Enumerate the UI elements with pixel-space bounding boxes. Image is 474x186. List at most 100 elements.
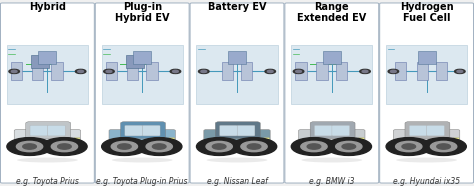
FancyBboxPatch shape — [125, 125, 143, 136]
FancyBboxPatch shape — [169, 138, 175, 143]
FancyBboxPatch shape — [215, 122, 260, 138]
Circle shape — [111, 141, 137, 152]
Bar — [133, 51, 151, 64]
FancyBboxPatch shape — [310, 122, 355, 138]
Text: Hydrogen
Fuel Cell: Hydrogen Fuel Cell — [400, 2, 454, 23]
Circle shape — [326, 138, 372, 155]
Bar — [336, 62, 347, 80]
FancyBboxPatch shape — [299, 130, 365, 150]
Circle shape — [75, 69, 86, 73]
FancyBboxPatch shape — [358, 138, 365, 143]
Circle shape — [455, 69, 465, 73]
Circle shape — [199, 69, 209, 73]
Circle shape — [391, 70, 396, 73]
Circle shape — [11, 70, 17, 73]
Circle shape — [241, 141, 267, 152]
Circle shape — [58, 144, 71, 149]
Circle shape — [23, 144, 36, 149]
Bar — [32, 62, 43, 80]
Bar — [295, 62, 307, 80]
Ellipse shape — [301, 158, 362, 163]
Text: Plug-in
Hybrid EV: Plug-in Hybrid EV — [115, 2, 169, 23]
Circle shape — [106, 70, 112, 73]
Circle shape — [421, 138, 466, 155]
FancyBboxPatch shape — [219, 125, 237, 136]
Text: e.g. Nissan Leaf: e.g. Nissan Leaf — [207, 177, 267, 186]
Circle shape — [360, 69, 370, 73]
Circle shape — [342, 144, 356, 149]
Circle shape — [9, 69, 19, 73]
FancyBboxPatch shape — [427, 125, 445, 136]
Circle shape — [173, 70, 178, 73]
FancyBboxPatch shape — [0, 3, 94, 183]
FancyBboxPatch shape — [405, 122, 450, 138]
FancyBboxPatch shape — [14, 130, 81, 150]
FancyBboxPatch shape — [380, 3, 474, 183]
Bar — [395, 62, 406, 80]
Bar — [126, 55, 144, 68]
Bar — [228, 51, 246, 64]
Circle shape — [386, 138, 431, 155]
Bar — [436, 62, 447, 80]
FancyBboxPatch shape — [142, 125, 160, 136]
FancyBboxPatch shape — [109, 130, 175, 150]
Circle shape — [104, 69, 114, 73]
FancyBboxPatch shape — [190, 3, 284, 183]
Circle shape — [137, 138, 182, 155]
Circle shape — [402, 144, 416, 149]
Circle shape — [170, 69, 181, 73]
FancyBboxPatch shape — [409, 125, 427, 136]
Text: e.g. Toyota Plug-in Prius: e.g. Toyota Plug-in Prius — [96, 177, 188, 186]
Bar — [127, 62, 138, 80]
Text: e.g. Toyota Prius: e.g. Toyota Prius — [16, 177, 79, 186]
Bar — [106, 62, 117, 80]
Text: Battery EV: Battery EV — [208, 2, 266, 12]
Bar — [102, 45, 182, 104]
Bar — [7, 45, 88, 104]
Circle shape — [247, 144, 261, 149]
Circle shape — [102, 138, 147, 155]
Circle shape — [437, 144, 450, 149]
FancyBboxPatch shape — [47, 125, 65, 136]
Bar — [417, 62, 428, 80]
Circle shape — [78, 70, 83, 73]
Circle shape — [201, 70, 207, 73]
FancyBboxPatch shape — [237, 125, 255, 136]
Circle shape — [267, 70, 273, 73]
Circle shape — [293, 69, 304, 73]
Circle shape — [388, 69, 399, 73]
Bar — [31, 55, 49, 68]
Circle shape — [301, 141, 327, 152]
Bar — [323, 51, 341, 64]
Ellipse shape — [207, 158, 267, 163]
Circle shape — [153, 144, 166, 149]
Circle shape — [336, 141, 362, 152]
Bar — [38, 51, 56, 64]
FancyBboxPatch shape — [204, 130, 270, 150]
Circle shape — [206, 141, 232, 152]
Circle shape — [212, 144, 226, 149]
FancyBboxPatch shape — [26, 122, 71, 138]
Text: e.g. BMW i3: e.g. BMW i3 — [309, 177, 355, 186]
FancyBboxPatch shape — [74, 138, 80, 143]
Ellipse shape — [17, 158, 78, 163]
FancyBboxPatch shape — [95, 3, 189, 183]
FancyBboxPatch shape — [30, 125, 48, 136]
FancyBboxPatch shape — [314, 125, 332, 136]
Circle shape — [51, 141, 78, 152]
Text: Hybrid: Hybrid — [29, 2, 66, 12]
Bar — [317, 62, 328, 80]
Text: e.g. Hyundai ix35: e.g. Hyundai ix35 — [393, 177, 460, 186]
Circle shape — [7, 138, 52, 155]
Ellipse shape — [396, 158, 457, 163]
Circle shape — [231, 138, 277, 155]
FancyBboxPatch shape — [120, 122, 165, 138]
Ellipse shape — [112, 158, 173, 163]
Circle shape — [42, 138, 87, 155]
Circle shape — [362, 70, 368, 73]
Bar — [291, 45, 373, 104]
Circle shape — [197, 138, 242, 155]
Circle shape — [457, 70, 463, 73]
Bar — [146, 62, 157, 80]
FancyBboxPatch shape — [393, 130, 460, 150]
